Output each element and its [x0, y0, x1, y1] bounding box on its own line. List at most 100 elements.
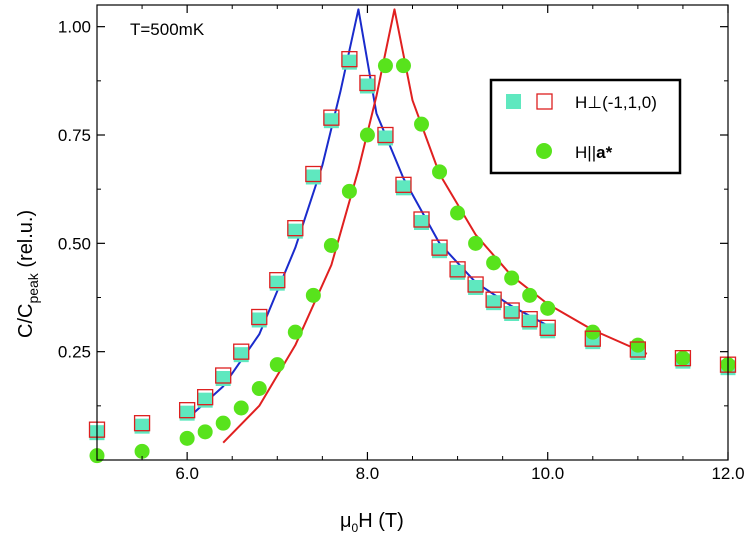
data-point-perp-filled	[414, 215, 430, 230]
data-point-perp-open	[629, 341, 647, 358]
x-tick-label: 10.0	[531, 464, 564, 483]
data-point-perp-open	[305, 165, 322, 183]
data-point-para	[269, 357, 285, 373]
data-point-perp-filled	[341, 54, 357, 70]
y-axis-title-main: C/C	[15, 304, 37, 338]
data-point-perp-open	[269, 272, 286, 289]
data-point-perp-open	[178, 402, 196, 419]
y-tick-label: 1.00	[58, 18, 91, 37]
data-point-perp-filled	[486, 295, 502, 311]
x-tick-label: 12.0	[711, 464, 744, 483]
legend-label-para: H||a*	[575, 143, 613, 162]
plot-frame	[96, 4, 729, 461]
data-point-perp-open	[485, 291, 502, 308]
data-point-para	[414, 116, 430, 132]
y-tick-label: 0.50	[58, 234, 91, 253]
data-point-para	[215, 415, 231, 431]
data-point-perp-open	[215, 367, 232, 384]
data-point-perp-filled	[377, 130, 393, 146]
legend-marker-filled-square	[506, 94, 521, 109]
y-axis-title-sub: peak	[25, 272, 41, 303]
data-point-para	[432, 164, 448, 180]
legend-label-perp: H⊥(-1,1,0)	[575, 93, 657, 112]
legend-box	[489, 78, 682, 175]
legend-label-para-main: H||	[575, 143, 596, 162]
data-point-perp-filled	[432, 243, 448, 259]
x-tick-label: 6.0	[175, 464, 199, 483]
data-point-perp-open	[584, 330, 601, 347]
data-point-perp-open	[251, 308, 268, 326]
data-point-perp-open	[233, 343, 250, 360]
data-point-perp-open	[539, 319, 556, 336]
data-point-perp-filled	[179, 405, 195, 421]
y-tick-label: 0.75	[58, 126, 91, 145]
data-point-perp-open	[341, 51, 358, 68]
data-point-perp-filled	[197, 392, 213, 408]
data-point-para	[134, 443, 150, 459]
x-tick-label: 8.0	[356, 464, 380, 483]
legend-label-para-bold: a*	[596, 143, 612, 162]
data-point-para	[540, 300, 556, 316]
data-point-para	[395, 58, 411, 74]
axis-ticks: 6.0 8.0 10.0 12.0 0.25 0.50 0.75 1.00	[58, 5, 745, 483]
legend-marker-circle	[536, 143, 552, 159]
data-point-para	[486, 255, 502, 271]
data-point-perp-open	[467, 276, 484, 293]
data-point-perp-filled	[540, 323, 556, 339]
x-axis-title-sub: 0	[352, 521, 359, 535]
data-point-para	[522, 287, 538, 303]
data-point-perp-open	[359, 74, 376, 92]
data-point-para	[504, 270, 520, 286]
data-point-para	[233, 400, 249, 416]
data-point-perp-filled	[323, 113, 339, 129]
data-point-para	[359, 127, 375, 143]
data-point-para	[197, 424, 213, 440]
data-point-perp-open	[674, 350, 692, 367]
data-point-perp-open	[323, 109, 340, 126]
data-point-perp-open	[377, 126, 394, 144]
data-point-perp-open	[503, 302, 520, 319]
data-point-perp-open	[287, 220, 304, 237]
data-point-perp-open	[395, 176, 412, 193]
data-point-para	[675, 350, 691, 366]
data-point-perp-filled	[233, 347, 249, 363]
data-point-perp-filled	[468, 280, 484, 295]
y-tick-label: 0.25	[58, 343, 91, 362]
data-point-perp-filled	[287, 223, 303, 239]
data-point-perp-open	[133, 415, 151, 432]
data-point-para	[287, 324, 303, 340]
data-point-para	[341, 183, 357, 199]
legend: H⊥(-1,1,0) H||a*	[489, 78, 682, 175]
data-point-perp-filled	[134, 418, 150, 434]
data-point-perp-filled	[522, 314, 538, 330]
y-axis-title-rest: (rel.u.)	[15, 210, 37, 273]
data-point-para	[450, 205, 466, 221]
annotation-temperature: T=500mK	[130, 20, 205, 39]
x-axis-title: μ0H (T)	[340, 510, 404, 535]
data-point-perp-open	[431, 239, 448, 256]
data-point-para	[323, 238, 339, 253]
data-point-para	[585, 324, 601, 340]
data-point-perp-filled	[305, 169, 321, 185]
legend-marker-open-square	[536, 93, 553, 110]
data-point-perp-open	[197, 389, 214, 406]
data-point-para	[377, 58, 393, 74]
data-point-perp-filled	[504, 306, 520, 321]
data-point-para	[179, 430, 195, 446]
x-axis-title-rest: H (T)	[358, 510, 404, 532]
data-point-para	[305, 287, 321, 303]
data-point-perp-filled	[450, 264, 466, 280]
x-axis-title-main: μ	[340, 510, 352, 532]
data-point-perp-filled	[395, 180, 411, 196]
fit-curve-para	[222, 8, 648, 444]
data-point-perp-open	[449, 261, 466, 278]
data-point-perp-filled	[269, 275, 285, 291]
data-point-para	[468, 235, 484, 251]
data-point-para	[630, 337, 646, 353]
data-point-perp-filled	[251, 312, 267, 328]
data-point-para	[251, 381, 267, 396]
y-axis-title: C/Cpeak (rel.u.)	[15, 210, 41, 338]
data-point-perp-filled	[359, 78, 375, 94]
data-point-perp-filled	[215, 371, 231, 386]
